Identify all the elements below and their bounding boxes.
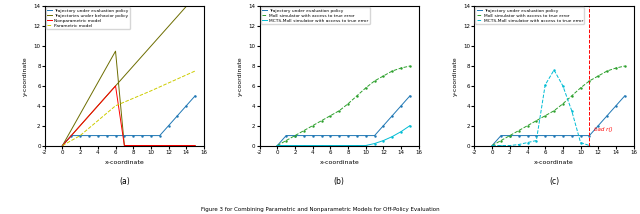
Text: (a): (a) [119, 177, 130, 186]
X-axis label: x-coordinate: x-coordinate [104, 160, 144, 165]
Text: (b): (b) [334, 177, 344, 186]
Legend: Trajectory under evaluation policy, MoE simulator with access to true error, MCT: Trajectory under evaluation policy, MoE … [260, 7, 369, 24]
Y-axis label: y-coordinate: y-coordinate [238, 56, 243, 96]
Text: bad r(): bad r() [594, 127, 612, 132]
Text: Figure 3 for Combining Parametric and Nonparametric Models for Off-Policy Evalua: Figure 3 for Combining Parametric and No… [201, 207, 439, 212]
Y-axis label: y-coordinate: y-coordinate [452, 56, 458, 96]
Y-axis label: y-coordinate: y-coordinate [23, 56, 28, 96]
X-axis label: x-coordinate: x-coordinate [319, 160, 359, 165]
X-axis label: x-coordinate: x-coordinate [534, 160, 574, 165]
Text: (c): (c) [549, 177, 559, 186]
Legend: Trajectory under evaluation policy, Trajectories under behavior policy, Nonparam: Trajectory under evaluation policy, Traj… [45, 7, 130, 29]
Legend: Trajectory under evaluation policy, MoE simulator with access to true error, MCT: Trajectory under evaluation policy, MoE … [476, 7, 584, 24]
